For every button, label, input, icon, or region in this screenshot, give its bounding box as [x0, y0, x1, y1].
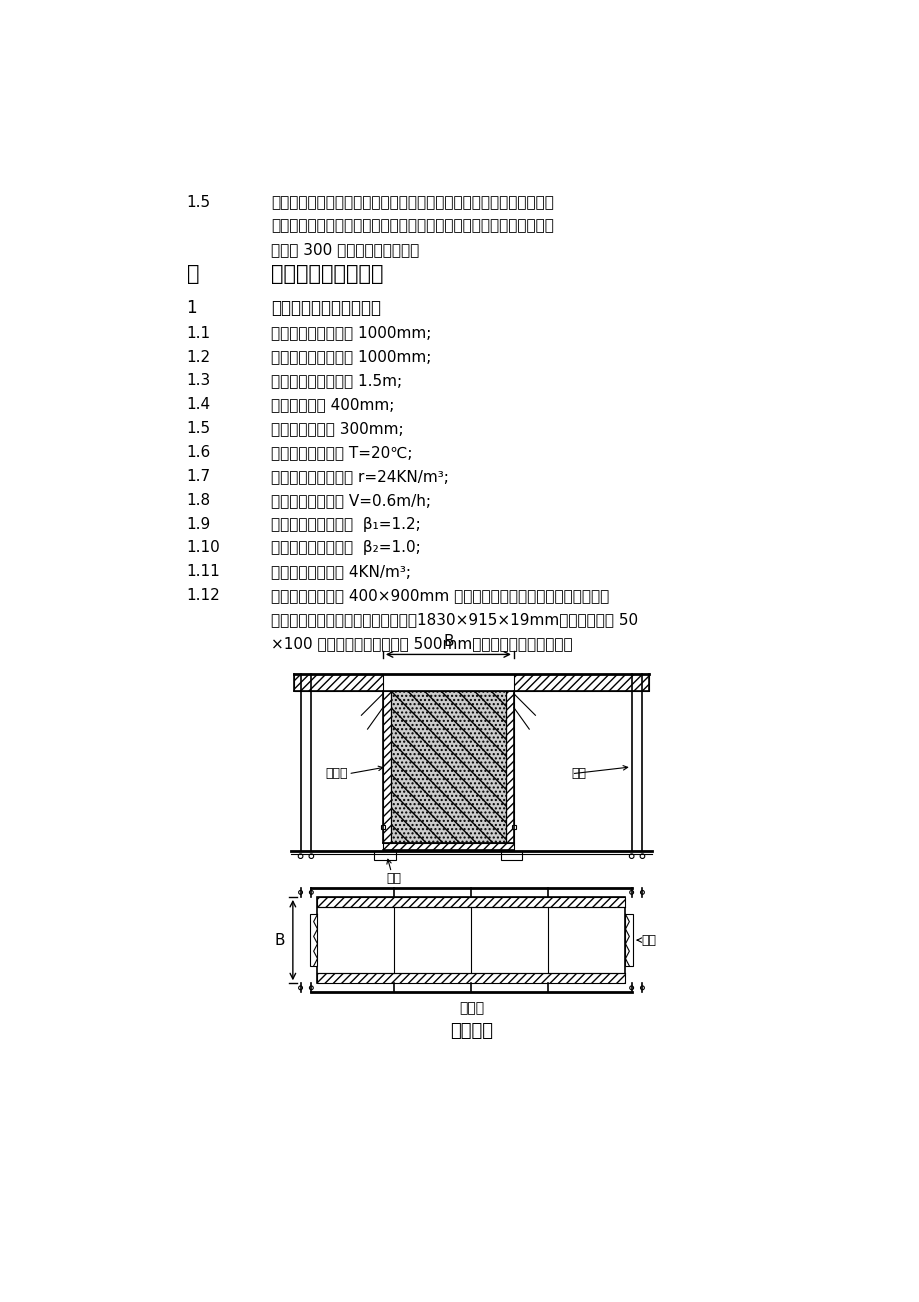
Text: 1.12: 1.12 [187, 589, 221, 603]
Bar [380, 824, 385, 829]
Text: 1.4: 1.4 [187, 397, 210, 413]
Bar [391, 690, 505, 844]
Text: 梁计算类同）。梁模板采用胶合板（1830×915×19mm），侧模采用 50: 梁计算类同）。梁模板采用胶合板（1830×915×19mm），侧模采用 50 [271, 612, 638, 628]
Bar [294, 673, 382, 690]
Text: 1.8: 1.8 [187, 492, 210, 508]
Text: 梁底木方间距为 300mm;: 梁底木方间距为 300mm; [271, 421, 403, 436]
Bar [317, 973, 625, 983]
Bar [511, 824, 516, 829]
Text: 混凝土入模温度为 T=20℃;: 混凝土入模温度为 T=20℃; [271, 445, 413, 460]
Text: 混凝土的重力密度为 r=24KN/m³;: 混凝土的重力密度为 r=24KN/m³; [271, 469, 448, 484]
Bar [382, 844, 514, 850]
Text: 1.6: 1.6 [187, 445, 210, 460]
Bar [317, 897, 625, 983]
Text: 梁底模板: 梁底模板 [449, 1022, 493, 1040]
Bar [382, 690, 391, 844]
Text: 模板的重力密度为 4KN/m³;: 模板的重力密度为 4KN/m³; [271, 564, 411, 579]
Text: 小横杆: 小横杆 [459, 1001, 483, 1016]
Text: 1.1: 1.1 [187, 326, 210, 341]
Text: 1.11: 1.11 [187, 564, 221, 579]
Bar [374, 850, 395, 861]
Bar [391, 690, 505, 844]
Text: 1: 1 [187, 298, 197, 316]
Text: 坍落度影响修正系数  β₂=1.0;: 坍落度影响修正系数 β₂=1.0; [271, 540, 421, 556]
Text: 1.9: 1.9 [187, 517, 210, 531]
Text: B: B [443, 634, 453, 648]
Bar [382, 690, 391, 844]
Bar [317, 897, 625, 907]
Bar [391, 690, 505, 844]
Text: ×100 方木夹边，立档间距为 500mm，侧模板应加设斜支撑。: ×100 方木夹边，立档间距为 500mm，侧模板应加设斜支撑。 [271, 635, 573, 651]
Bar [310, 914, 317, 966]
Text: 钢管: 钢管 [571, 767, 586, 780]
Text: 本工程以最大截面 400×900mm 的梁为例进行计算。（其他截面尺寸的: 本工程以最大截面 400×900mm 的梁为例进行计算。（其他截面尺寸的 [271, 589, 609, 603]
Bar [505, 690, 514, 844]
Text: 板底钢管立杆间距为 1000mm;: 板底钢管立杆间距为 1000mm; [271, 349, 431, 365]
Text: 外加剂影响修正系数  β₁=1.2;: 外加剂影响修正系数 β₁=1.2; [271, 517, 421, 531]
Text: 1.7: 1.7 [187, 469, 210, 484]
Text: 1.10: 1.10 [187, 540, 221, 556]
Text: 水平拉杆竖向距离为 1.5m;: 水平拉杆竖向距离为 1.5m; [271, 374, 402, 388]
Bar [500, 850, 522, 861]
Bar [505, 690, 514, 844]
Text: 本工程梁板混凝土采用泵送混凝土，输送砼时在泵管经过的地方，梁下: 本工程梁板混凝土采用泵送混凝土，输送砼时在泵管经过的地方，梁下 [271, 195, 553, 210]
Text: 木方: 木方 [641, 934, 655, 947]
Text: 梁底钢管立杆间距为 1000mm;: 梁底钢管立杆间距为 1000mm; [271, 326, 431, 341]
Bar [317, 897, 625, 907]
Text: 1.5: 1.5 [187, 195, 210, 210]
Text: 木方: 木方 [386, 872, 402, 885]
Text: 架体要加固，泵体不能直接放置在模板上，必须设置马凳。另外内架纵: 架体要加固，泵体不能直接放置在模板上，必须设置马凳。另外内架纵 [271, 219, 553, 233]
Text: 1.5: 1.5 [187, 421, 210, 436]
Bar [514, 673, 648, 690]
Text: 三: 三 [187, 264, 199, 284]
Text: 混凝土的浇筑速度 V=0.6m/h;: 混凝土的浇筑速度 V=0.6m/h; [271, 492, 431, 508]
Text: B: B [275, 932, 285, 948]
Bar [625, 914, 632, 966]
Bar [294, 673, 382, 690]
Bar [317, 973, 625, 983]
Text: 板底木方间距 400mm;: 板底木方间距 400mm; [271, 397, 394, 413]
Text: 横离地 300 高必须设置扫地杆。: 横离地 300 高必须设置扫地杆。 [271, 242, 419, 256]
Bar [382, 844, 514, 850]
Text: 胶合板: 胶合板 [325, 767, 348, 780]
Text: 梁模板与支撑架计算: 梁模板与支撑架计算 [271, 264, 383, 284]
Text: 1.2: 1.2 [187, 349, 210, 365]
Text: 1.3: 1.3 [187, 374, 210, 388]
Bar [514, 673, 648, 690]
Text: 上部框架梁模板基本参数: 上部框架梁模板基本参数 [271, 298, 380, 316]
